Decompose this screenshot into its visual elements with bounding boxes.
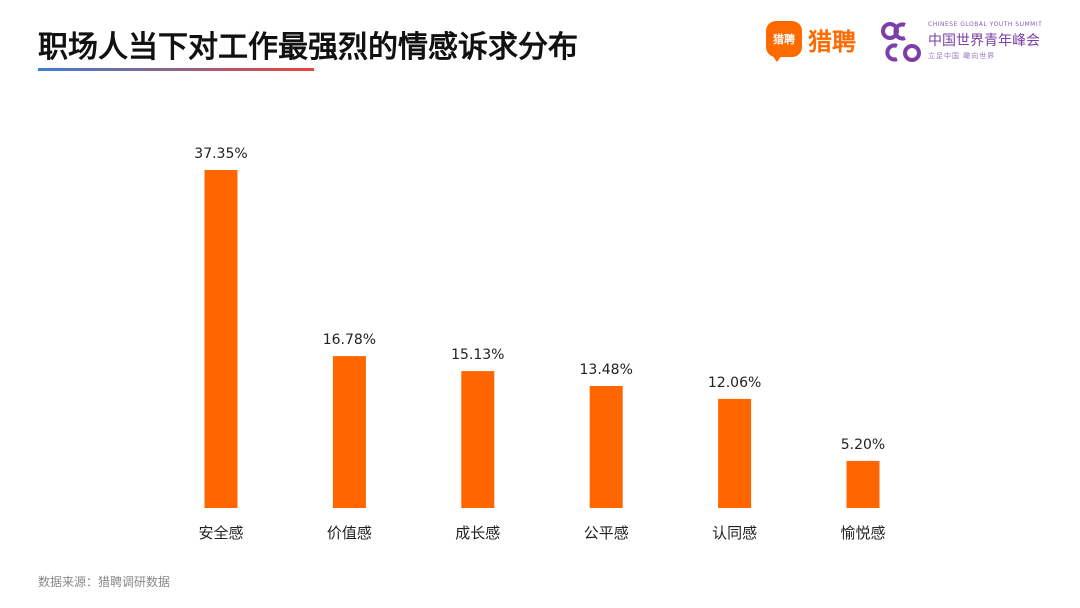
summit-logo-icon bbox=[881, 22, 921, 62]
bar-value-label-2: 15.13% bbox=[451, 347, 504, 363]
bar-4 bbox=[718, 398, 752, 508]
bar-value-label-4: 12.06% bbox=[708, 375, 761, 391]
bar-3 bbox=[589, 386, 623, 508]
bar-0 bbox=[204, 170, 238, 508]
title-underline bbox=[38, 68, 314, 71]
liepin-logo-word: 猎聘 bbox=[808, 27, 856, 56]
summit-cn-text: 中国世界青年峰会 bbox=[928, 33, 1040, 49]
category-label-5: 愉悦感 bbox=[840, 524, 885, 542]
bar-value-label-0: 37.35% bbox=[194, 146, 247, 162]
data-source: 数据来源：猎聘调研数据 bbox=[38, 575, 171, 589]
category-label-2: 成长感 bbox=[455, 524, 500, 542]
category-label-3: 公平感 bbox=[584, 524, 629, 542]
category-label-4: 认同感 bbox=[712, 524, 757, 542]
liepin-badge-text: 猎聘 bbox=[773, 33, 795, 46]
summit-tagline: 立足中国 瞰向世界 bbox=[928, 52, 996, 60]
bar-1 bbox=[332, 356, 366, 508]
category-label-1: 价值感 bbox=[327, 524, 372, 542]
category-label-0: 安全感 bbox=[198, 524, 243, 542]
bar-5 bbox=[846, 460, 880, 508]
summit-en-text: CHINESE GLOBAL YOUTH SUMMIT bbox=[928, 21, 1043, 28]
bar-value-label-1: 16.78% bbox=[323, 332, 376, 348]
summit-logo: CHINESE GLOBAL YOUTH SUMMIT 中国世界青年峰会 立足中… bbox=[880, 19, 1060, 65]
bar-value-label-5: 5.20% bbox=[841, 437, 885, 453]
bar-2 bbox=[461, 371, 495, 508]
bar-value-label-3: 13.48% bbox=[580, 362, 633, 378]
liepin-logo-icon: 猎聘 bbox=[766, 21, 802, 62]
liepin-logo: 猎聘 猎聘 bbox=[766, 21, 856, 62]
chart-title: 职场人当下对工作最强烈的情感诉求分布 bbox=[38, 30, 578, 65]
